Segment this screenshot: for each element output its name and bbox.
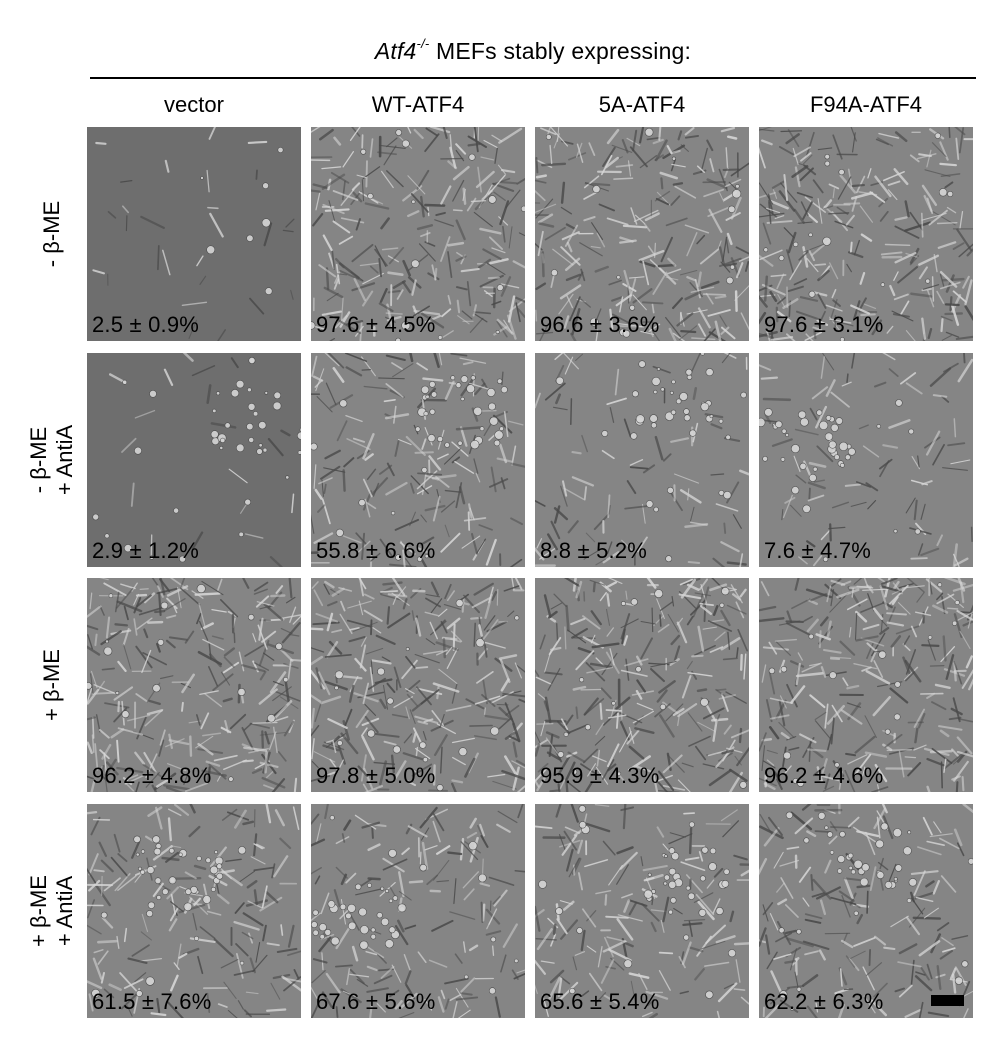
row-label-line1: - β-ME (26, 426, 51, 494)
cell-texture (92, 353, 301, 567)
cell-texture (759, 127, 973, 341)
row-label-line2: + AntiA (52, 875, 77, 947)
header-rule (90, 77, 976, 79)
cell-texture (759, 804, 973, 1018)
cell-texture (535, 353, 749, 567)
column-label-3: F94A-ATF4 (809, 92, 923, 117)
percentage-label: 61.5 ± 7.6% (92, 989, 212, 1014)
header-rest: MEFs stably expressing: (429, 38, 692, 64)
row-label-line2: + AntiA (52, 424, 77, 496)
row-label-line1: - β-ME (39, 200, 64, 268)
column-label-0: vector (164, 92, 224, 117)
micrograph-tile-r0-c2: 96.6 ± 3.6% (535, 127, 749, 341)
cell-texture (535, 804, 749, 1018)
micrograph-tile-r3-c3: 62.2 ± 6.3% (759, 804, 973, 1018)
header-gene: Atf4 (374, 38, 417, 64)
cell-texture (87, 578, 301, 792)
micrograph-tile-r0-c1: 97.6 ± 4.5% (311, 127, 525, 341)
micrograph-tile-r2-c0: 96.2 ± 4.8% (87, 578, 301, 792)
cell-texture (311, 804, 525, 1018)
row-label-line1: + β-ME (26, 875, 51, 947)
column-label-1: WT-ATF4 (371, 92, 465, 117)
cell-texture (759, 353, 973, 567)
micrograph-tile-r1-c0: 2.9 ± 1.2% (87, 353, 301, 567)
percentage-label: 96.6 ± 3.6% (540, 312, 660, 337)
header-superscript: -/- (416, 36, 430, 52)
percentage-label: 96.2 ± 4.6% (764, 763, 884, 788)
percentage-label: 65.6 ± 5.4% (540, 989, 660, 1014)
percentage-label: 62.2 ± 6.3% (764, 989, 884, 1014)
cell-texture (759, 578, 973, 792)
percentage-label: 97.8 ± 5.0% (316, 763, 436, 788)
micrograph-tile-r0-c3: 97.6 ± 3.1% (759, 127, 973, 341)
cell-texture (92, 127, 295, 341)
micrograph-tile-r3-c1: 67.6 ± 5.6% (311, 804, 525, 1018)
micrograph-tile-r2-c1: 97.8 ± 5.0% (311, 578, 525, 792)
micrograph-tile-r1-c1: 55.8 ± 6.6% (311, 353, 525, 567)
percentage-label: 97.6 ± 4.5% (316, 312, 436, 337)
percentage-label: 7.6 ± 4.7% (764, 538, 872, 563)
micrograph-tile-r1-c3: 7.6 ± 4.7% (759, 353, 973, 567)
cell-texture (87, 804, 301, 1018)
cell-texture (535, 127, 749, 341)
percentage-label: 2.5 ± 0.9% (92, 312, 200, 337)
percentage-label: 2.9 ± 1.2% (92, 538, 200, 563)
cell-texture (311, 353, 525, 567)
percentage-label: 8.8 ± 5.2% (540, 538, 648, 563)
percentage-label: 67.6 ± 5.6% (316, 989, 436, 1014)
percentage-label: 95.9 ± 4.3% (540, 763, 660, 788)
row-label-0: - β-ME (22, 127, 82, 341)
micrograph-tile-r0-c0: 2.5 ± 0.9% (87, 127, 301, 341)
percentage-label: 96.2 ± 4.8% (92, 763, 212, 788)
row-label-line1: + β-ME (39, 649, 64, 721)
cell-texture (311, 578, 525, 792)
cell-texture (311, 127, 525, 341)
percentage-label: 97.6 ± 3.1% (764, 312, 884, 337)
row-label-2: + β-ME (22, 578, 82, 792)
micrograph-tile-r2-c2: 95.9 ± 4.3% (535, 578, 749, 792)
figure-header: Atf4-/- MEFs stably expressing: (90, 36, 976, 65)
scale-bar (931, 995, 964, 1006)
micrograph-tile-r3-c2: 65.6 ± 5.4% (535, 804, 749, 1018)
micrograph-tile-r3-c0: 61.5 ± 7.6% (87, 804, 301, 1018)
column-label-2: 5A-ATF4 (598, 92, 686, 117)
micrograph-tile-r1-c2: 8.8 ± 5.2% (535, 353, 749, 567)
micrograph-tile-r2-c3: 96.2 ± 4.6% (759, 578, 973, 792)
row-label-3: + β-ME + AntiA (22, 804, 82, 1018)
percentage-label: 55.8 ± 6.6% (316, 538, 436, 563)
cell-texture (535, 578, 749, 792)
row-label-1: - β-ME + AntiA (22, 353, 82, 567)
